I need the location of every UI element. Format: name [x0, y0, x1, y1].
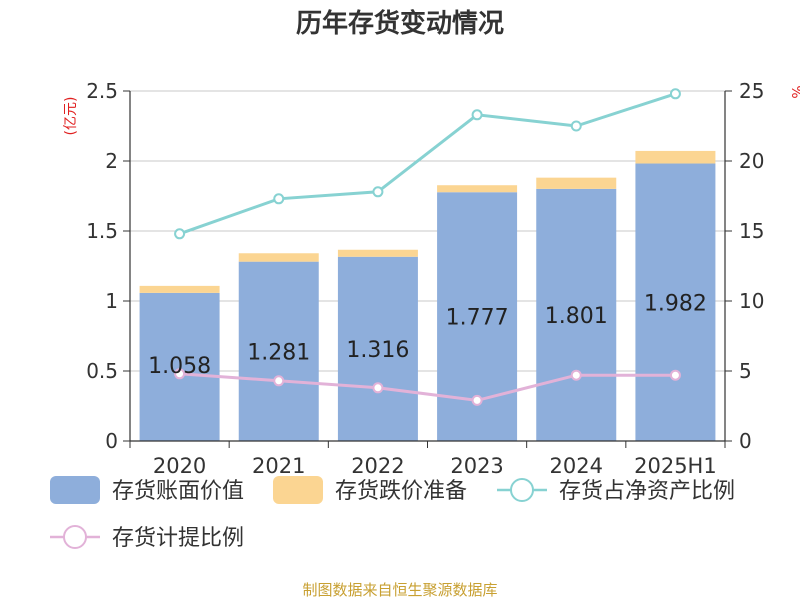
left-tick-label: 1.5 [86, 219, 118, 243]
point-provision-ratio [669, 369, 681, 381]
legend-label: 存货计提比例 [112, 526, 244, 551]
right-tick-label: 25 [739, 79, 764, 103]
right-tick-label: 10 [739, 289, 764, 313]
bar-impairment-provision [139, 285, 220, 293]
bar-data-label: 1.777 [446, 306, 509, 331]
line-provision-ratio [179, 372, 676, 402]
legend-marker-provision [63, 525, 87, 549]
legend-label: 存货占净资产比例 [559, 479, 735, 504]
left-tick-label: 1 [105, 289, 118, 313]
right-tick-label: 0 [739, 429, 752, 453]
bar-data-label: 1.281 [247, 340, 310, 365]
point-provision-ratio [570, 369, 582, 381]
bar-book-value [536, 188, 617, 441]
bar-book-value [238, 261, 319, 441]
left-tick-label: 2.5 [86, 79, 118, 103]
x-tick-label: 2023 [450, 454, 503, 478]
legend-label: 存货跌价准备 [335, 479, 467, 504]
bar-book-value [337, 256, 418, 441]
point-net-asset-ratio [372, 186, 384, 198]
source-note: 制图数据来自恒生聚源数据库 [302, 581, 497, 599]
left-tick-label: 0 [105, 429, 118, 453]
point-net-asset-ratio [570, 120, 582, 132]
chart-title: 历年存货变动情况 [296, 8, 504, 39]
lines [174, 88, 681, 406]
point-provision-ratio [174, 368, 186, 380]
point-net-asset-ratio [669, 88, 681, 100]
x-tick-label: 2024 [550, 454, 603, 478]
bar-book-value [139, 292, 220, 441]
legend-label: 存货账面价值 [112, 479, 244, 504]
point-net-asset-ratio [174, 228, 186, 240]
legend-swatch-book-value [50, 476, 100, 504]
gridlines [130, 90, 725, 372]
bar-impairment-provision [238, 253, 319, 262]
data-labels: 1.058 1.281 1.316 1.777 1.801 1.982 [148, 291, 707, 379]
left-tick-label: 2 [105, 149, 118, 173]
line-net-asset-ratio [179, 92, 676, 236]
legend-swatch-impairment [273, 476, 323, 504]
bar-book-value [635, 163, 716, 441]
point-net-asset-ratio [273, 193, 285, 205]
bar-data-label: 1.982 [644, 291, 707, 316]
point-net-asset-ratio [471, 109, 483, 121]
point-provision-ratio [273, 375, 285, 387]
point-provision-ratio [471, 394, 483, 406]
right-tick-label: 20 [739, 149, 764, 173]
bar-data-label: 1.316 [346, 338, 409, 363]
axes: 0 0.5 1 1.5 2 2.5 0 5 10 15 20 25 2020 2021 2022 2023 20… [86, 79, 764, 478]
right-axis-unit: % [788, 85, 800, 98]
legend-marker-net-asset [510, 478, 534, 502]
x-tick-label: 2022 [351, 454, 404, 478]
right-tick-label: 15 [739, 219, 764, 243]
bars [139, 150, 716, 441]
point-provision-ratio [372, 382, 384, 394]
bar-impairment-provision [536, 177, 617, 189]
x-tick-label: 2021 [252, 454, 305, 478]
bar-data-label: 1.058 [148, 354, 211, 379]
x-tick-label: 2025H1 [634, 454, 717, 478]
bar-impairment-provision [337, 249, 418, 257]
bar-data-label: 1.801 [545, 304, 608, 329]
right-tick-label: 5 [739, 359, 752, 383]
x-tick-label: 2020 [153, 454, 206, 478]
bar-impairment-provision [635, 150, 716, 164]
left-tick-label: 0.5 [86, 359, 118, 383]
left-axis-unit: (亿元) [63, 97, 79, 136]
bar-impairment-provision [437, 185, 518, 193]
